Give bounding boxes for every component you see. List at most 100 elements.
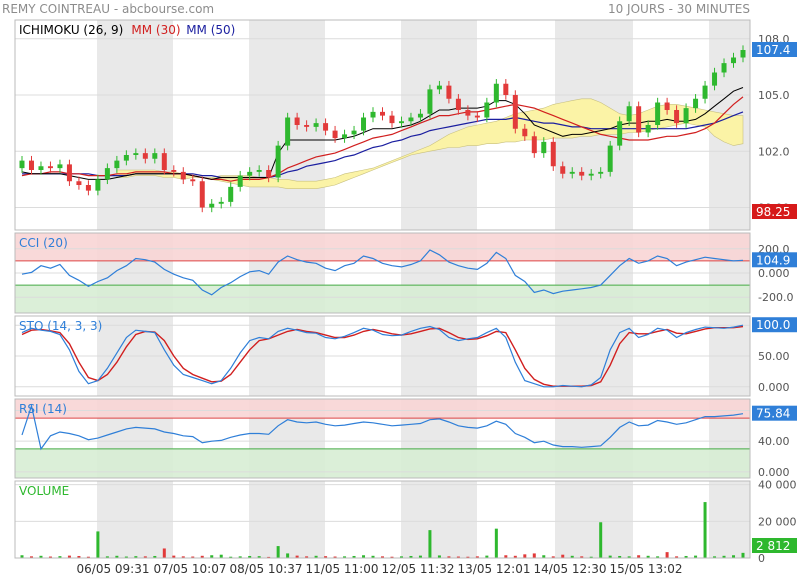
chart-period: 10 JOURS - 30 MINUTES <box>607 2 750 16</box>
candle-57 <box>560 166 566 174</box>
volume-bar-30 <box>305 556 309 558</box>
candle-36 <box>361 117 367 131</box>
candle-20 <box>209 203 215 208</box>
candle-37 <box>370 111 376 118</box>
volume-bar-64 <box>627 556 631 558</box>
low-marker-label-bg <box>752 204 797 219</box>
volume-bar-70 <box>684 555 688 558</box>
candle-49 <box>484 102 490 118</box>
volume-bar-15 <box>162 548 166 558</box>
volume-bar-44 <box>437 555 441 558</box>
ytick-label-0-1: 102.0 <box>758 145 790 158</box>
candle-29 <box>294 117 300 125</box>
candle-44 <box>436 85 442 90</box>
tenkan-line <box>21 87 744 180</box>
x-axis-label-1: 07/05 10:07 <box>154 562 227 576</box>
sto-last-label-bg <box>752 317 797 333</box>
last-price-label: 107.4 <box>756 43 790 57</box>
candle-42 <box>417 113 423 118</box>
ytick-label-4-0: 0 <box>758 552 765 565</box>
legend-0-0: ICHIMOKU (26, 9) <box>19 23 123 37</box>
session-shade-4-3 <box>555 481 633 558</box>
candle-0 <box>19 160 25 169</box>
candle-67 <box>655 102 661 125</box>
panel-1-border <box>14 232 751 314</box>
volume-bar-40 <box>399 556 403 558</box>
candle-12 <box>133 153 139 155</box>
x-axis-label-6: 14/05 12:30 <box>534 562 607 576</box>
candle-48 <box>474 115 480 118</box>
candle-25 <box>256 170 262 172</box>
sto-last-label: 100.0 <box>756 318 790 332</box>
candle-73 <box>712 72 718 86</box>
volume-last-label-bg <box>752 538 797 553</box>
candle-32 <box>323 123 329 131</box>
volume-bar-8 <box>96 531 100 558</box>
cci-last-label: 104.9 <box>756 253 790 267</box>
candle-39 <box>389 115 395 124</box>
candle-33 <box>332 130 338 139</box>
candle-65 <box>636 106 642 133</box>
volume-bar-11 <box>124 556 128 558</box>
volume-bar-61 <box>599 522 603 558</box>
candle-4 <box>57 164 63 169</box>
candle-6 <box>76 181 82 185</box>
volume-bar-39 <box>390 556 394 558</box>
volume-bar-26 <box>267 556 271 558</box>
candle-76 <box>740 50 746 58</box>
volume-bar-16 <box>172 555 176 558</box>
candle-35 <box>351 130 357 135</box>
volume-bar-65 <box>637 555 641 558</box>
candle-17 <box>180 171 186 180</box>
candle-16 <box>171 170 177 172</box>
candle-27 <box>275 145 281 178</box>
cci-line <box>21 249 744 296</box>
x-axis-label-4: 12/05 11:32 <box>382 562 455 576</box>
volume-bar-72 <box>703 502 707 558</box>
volume-bar-63 <box>618 555 622 558</box>
volume-bar-32 <box>324 556 328 558</box>
last-price-label-bg <box>752 42 797 57</box>
mm30-line <box>21 96 744 182</box>
legend-4-0: VOLUME <box>19 484 69 498</box>
candle-41 <box>408 117 414 122</box>
session-shade-4-1 <box>249 481 325 558</box>
candle-53 <box>522 128 528 137</box>
ytick-label-4-2: 40 000 <box>758 479 797 492</box>
volume-bar-7 <box>86 556 90 558</box>
rsi-oversold-zone <box>15 448 750 478</box>
volume-bar-56 <box>551 556 555 558</box>
volume-bar-19 <box>200 555 204 558</box>
volume-bar-14 <box>153 555 157 558</box>
volume-bar-48 <box>475 556 479 558</box>
volume-bar-67 <box>656 556 660 558</box>
volume-bar-46 <box>456 556 460 558</box>
candle-26 <box>266 170 272 178</box>
ytick-label-3-0: 0.000 <box>758 466 790 479</box>
volume-bar-55 <box>542 555 546 558</box>
volume-bar-24 <box>248 555 252 558</box>
candle-68 <box>664 102 670 110</box>
low-marker-label: 98.25 <box>756 205 790 219</box>
candle-59 <box>579 171 585 176</box>
volume-bar-38 <box>381 556 384 558</box>
legend-2-0: STO (14, 3, 3) <box>19 319 102 333</box>
candle-24 <box>247 171 253 176</box>
volume-bar-43 <box>428 530 432 558</box>
candle-63 <box>617 121 623 146</box>
candle-56 <box>550 141 556 167</box>
candle-64 <box>626 106 632 122</box>
volume-bar-1 <box>29 556 33 558</box>
session-shade-4-2 <box>401 481 477 558</box>
volume-bar-41 <box>409 555 413 558</box>
candle-15 <box>161 153 167 170</box>
volume-bar-12 <box>134 556 138 558</box>
volume-bar-62 <box>608 555 612 558</box>
candle-3 <box>47 166 53 169</box>
volume-bar-34 <box>343 556 347 558</box>
volume-bar-68 <box>665 552 669 558</box>
volume-bar-60 <box>589 556 593 558</box>
candle-45 <box>446 85 452 99</box>
volume-bar-42 <box>418 555 422 558</box>
candle-31 <box>313 123 319 127</box>
